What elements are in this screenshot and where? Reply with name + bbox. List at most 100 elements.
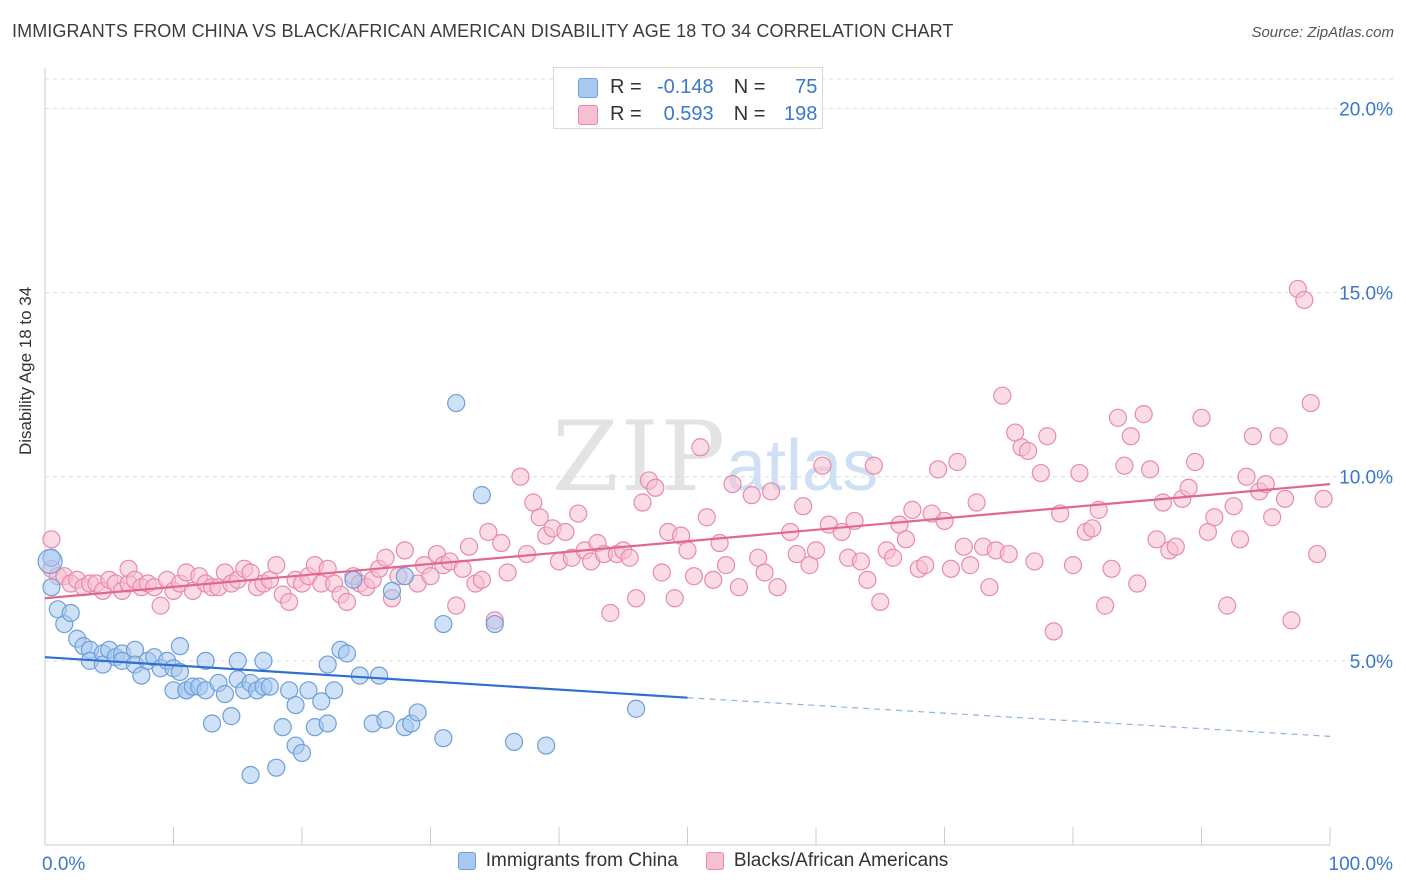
data-point xyxy=(504,732,524,751)
data-point xyxy=(755,563,774,582)
stats-n-label: N = xyxy=(733,76,766,98)
data-point xyxy=(1205,508,1224,527)
data-point xyxy=(1224,497,1243,516)
data-point xyxy=(916,556,935,575)
data-point xyxy=(787,544,806,564)
data-point xyxy=(273,718,292,737)
data-point xyxy=(1121,427,1140,446)
data-point xyxy=(633,493,652,512)
data-point xyxy=(999,544,1018,564)
data-point xyxy=(280,592,299,612)
data-point xyxy=(1031,463,1050,483)
data-point xyxy=(967,493,986,512)
data-point xyxy=(1282,611,1301,630)
data-point xyxy=(1166,537,1185,556)
data-point xyxy=(1230,530,1250,549)
data-point xyxy=(228,651,247,670)
data-point xyxy=(665,589,684,608)
data-point xyxy=(903,500,922,519)
data-point xyxy=(453,559,472,578)
stats-r-value: 0.593 xyxy=(663,103,714,125)
data-point xyxy=(723,474,742,494)
stats-n-value: 198 xyxy=(784,103,818,125)
data-point xyxy=(678,541,697,560)
data-point xyxy=(1108,408,1128,427)
data-point xyxy=(325,681,344,700)
data-point xyxy=(684,567,704,586)
data-point xyxy=(1018,441,1038,461)
source-credit: Source: ZipAtlas.com xyxy=(1251,24,1394,41)
data-point xyxy=(299,681,318,700)
y-axis-label: Disability Age 18 to 34 xyxy=(16,286,35,455)
data-point xyxy=(1185,452,1205,472)
data-point xyxy=(806,541,826,560)
data-point xyxy=(569,504,588,523)
data-point xyxy=(37,548,63,575)
data-point xyxy=(472,570,491,589)
data-point xyxy=(1153,493,1173,512)
data-point xyxy=(1314,489,1333,508)
data-point xyxy=(1308,544,1327,564)
data-point xyxy=(318,714,337,733)
y-tick-label: 15.0% xyxy=(1339,284,1393,305)
data-point xyxy=(993,386,1012,405)
data-point xyxy=(537,736,556,755)
data-point xyxy=(652,563,671,582)
data-point xyxy=(761,482,781,501)
data-point xyxy=(292,743,312,763)
data-point xyxy=(954,537,973,556)
data-point xyxy=(626,699,646,718)
data-point xyxy=(1218,596,1237,615)
data-point xyxy=(871,592,890,612)
stats-row-black: R = 0.593 N = 198 xyxy=(578,103,817,126)
data-point xyxy=(768,578,787,597)
data-point xyxy=(1301,393,1320,413)
legend-item-china[interactable]: Immigrants from China xyxy=(457,850,678,872)
watermark: ZIP atlas xyxy=(552,401,878,513)
stats-n-label: N = xyxy=(733,103,766,125)
data-point xyxy=(370,666,389,685)
data-point xyxy=(948,452,967,472)
data-point xyxy=(447,596,466,615)
data-point xyxy=(620,548,639,567)
data-point xyxy=(1044,622,1063,641)
data-point xyxy=(61,603,80,623)
data-point xyxy=(1096,596,1115,615)
trend-lines xyxy=(44,483,1331,737)
data-point xyxy=(928,460,948,479)
data-point xyxy=(1275,489,1295,508)
data-point xyxy=(1140,460,1160,479)
data-point xyxy=(485,614,504,634)
data-point xyxy=(421,567,440,586)
data-point xyxy=(704,570,723,589)
data-point xyxy=(42,530,61,549)
data-point xyxy=(479,522,498,542)
data-point xyxy=(434,614,453,634)
data-point xyxy=(312,692,331,711)
y-tick-label: 5.0% xyxy=(1350,652,1393,673)
data-point xyxy=(498,563,517,582)
stats-r-label: R = xyxy=(610,103,642,125)
stats-r-label: R = xyxy=(610,76,642,98)
data-point xyxy=(941,559,961,578)
data-point xyxy=(241,765,260,785)
data-point xyxy=(472,486,491,505)
stats-n-value: 75 xyxy=(795,76,818,98)
legend-item-black[interactable]: Blacks/African Americans xyxy=(705,850,949,872)
data-point xyxy=(1128,574,1147,593)
x-tick-label: 100.0% xyxy=(1329,854,1394,875)
data-point xyxy=(864,456,883,475)
data-point xyxy=(716,556,736,575)
data-point xyxy=(1295,290,1314,310)
trend-line xyxy=(44,483,1331,600)
data-point xyxy=(1025,552,1044,571)
data-point xyxy=(318,655,337,674)
data-point xyxy=(646,478,665,497)
data-point xyxy=(260,677,279,696)
data-point xyxy=(1179,478,1198,497)
data-point xyxy=(151,596,170,615)
data-point xyxy=(794,497,813,516)
data-point xyxy=(691,438,710,457)
legend-label-black: Blacks/African Americans xyxy=(733,850,949,871)
y-tick-labels: 5.0% 10.0% 15.0% 20.0% xyxy=(1339,99,1393,672)
